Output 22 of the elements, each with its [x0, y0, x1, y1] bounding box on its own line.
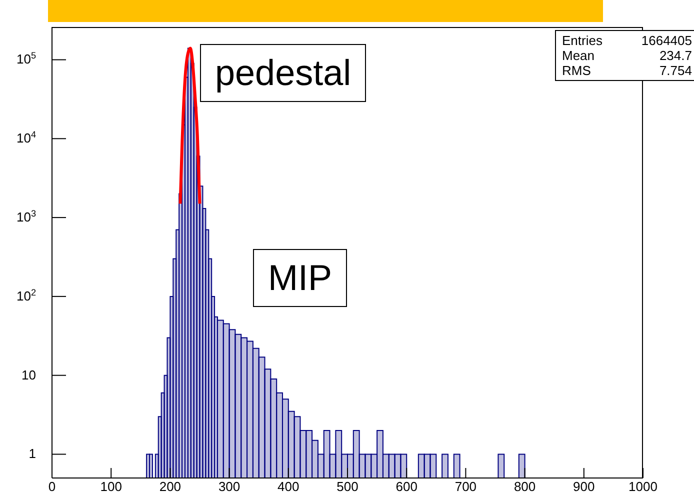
- x-tick-label: 200: [159, 479, 182, 494]
- y-tick-label: 10$^{5}$: [16, 50, 36, 67]
- text: Mean 234.7: [562, 48, 692, 63]
- y-tick-label: 10: [22, 367, 36, 382]
- x-tick-label: 800: [514, 479, 536, 494]
- x-tick-label: 300: [218, 479, 240, 494]
- x-tick-label: 600: [396, 479, 418, 494]
- y-tick-label: 10$^{4}$: [16, 130, 36, 146]
- x-tick-label: 900: [573, 479, 595, 494]
- text: Entries 1664405: [562, 33, 692, 48]
- y-tick-label: 10$^{2}$: [16, 287, 36, 304]
- x-tick-label: 400: [278, 479, 300, 494]
- text: RMS 7.754: [562, 63, 692, 78]
- annotation: MIP: [253, 249, 348, 307]
- x-tick-label: 100: [100, 479, 122, 494]
- y-tick-label: 10$^{3}$: [16, 208, 36, 225]
- y-tick-label: 1: [28, 446, 36, 462]
- x-tick-label: 1000: [628, 479, 658, 494]
- annotation: pedestal: [200, 44, 366, 102]
- x-tick-label: 700: [454, 479, 477, 494]
- x-tick-label: 0: [48, 479, 56, 494]
- x-tick-label: 500: [336, 479, 358, 494]
